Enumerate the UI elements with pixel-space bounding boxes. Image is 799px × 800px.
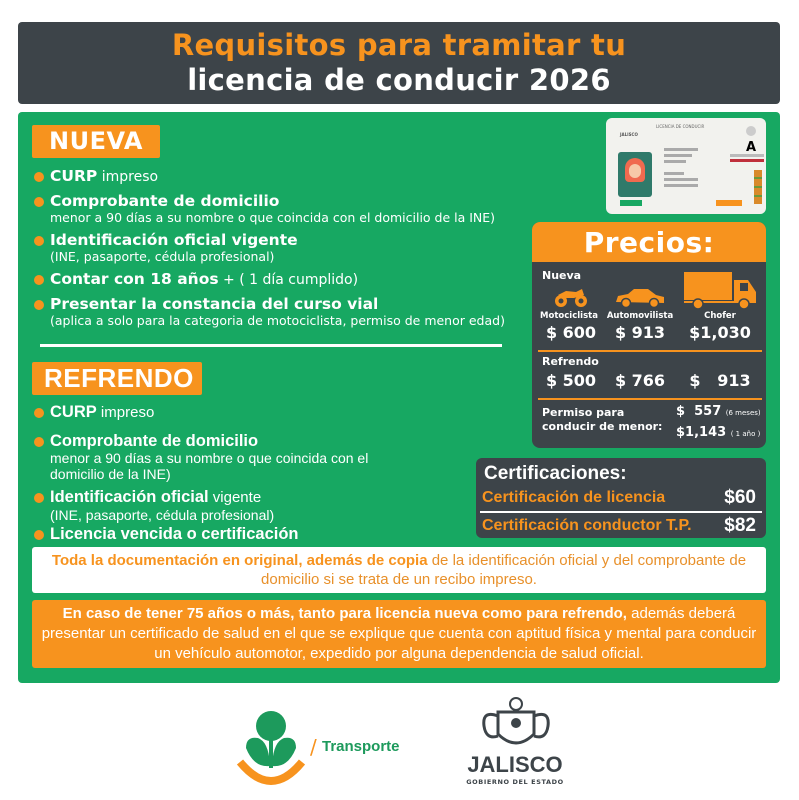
list-item: Identificación oficial vigente (INE, pasa… — [32, 488, 442, 523]
price-nueva: $1,030 — [689, 323, 751, 342]
car-icon — [616, 289, 664, 308]
bullet-icon — [34, 530, 44, 540]
list-item: Comprobante de domicilio menor a 90 días … — [32, 192, 532, 225]
list-item: Licencia vencida o certificación — [32, 525, 442, 543]
certifications-title: Certificaciones: — [484, 463, 627, 484]
photo-icon — [618, 152, 652, 197]
vehicle-label: Motociclista — [540, 311, 598, 321]
price-nueva: $ 600 — [545, 323, 597, 342]
price-refrendo: $ 766 — [614, 371, 666, 390]
bullet-icon — [34, 236, 44, 246]
permiso-1y: $1,143 ( 1 año ) — [676, 425, 761, 440]
card-brand: JALISCO — [620, 132, 638, 137]
divider — [40, 344, 502, 347]
permiso-6m: $ 557 (6 meses) — [676, 404, 761, 419]
bullet-icon — [34, 275, 44, 285]
price-nueva: $ 913 — [614, 323, 666, 342]
nueva-badge: NUEVA — [32, 125, 160, 158]
gobierno-label: GOBIERNO DEL ESTADO — [466, 778, 564, 786]
slash-divider: / — [310, 735, 317, 759]
prices-panel: Precios: Nueva Motociclista Automovilist… — [532, 222, 766, 448]
card-category: A — [746, 140, 757, 155]
title-line1: Requisitos para tramitar tu — [171, 28, 627, 62]
bullet-icon — [34, 408, 44, 418]
vehicle-label: Automovilista — [606, 311, 674, 321]
prices-title: Precios: — [532, 222, 766, 262]
notice-documents: Toda la documentación en original, ademá… — [32, 547, 766, 593]
refrendo-label: Refrendo — [542, 355, 599, 368]
certifications-panel: Certificaciones: Certificación de licenc… — [476, 458, 766, 538]
jalisco-label: JALISCO — [467, 752, 563, 777]
title-line2: licencia de conducir 2026 — [187, 63, 611, 97]
list-item: Comprobante de domicilio menor a 90 días … — [32, 432, 442, 482]
price-refrendo: $ 500 — [545, 371, 597, 390]
motorcycle-icon — [555, 289, 587, 307]
nueva-label: Nueva — [542, 269, 582, 282]
divider — [538, 350, 762, 352]
list-item: Identificación oficial vigente (INE, pasa… — [32, 231, 532, 264]
refrendo-badge: REFRENDO — [32, 362, 202, 395]
bullet-icon — [34, 197, 44, 207]
list-item: Presentar la constancia del curso vial (a… — [32, 295, 532, 328]
divider — [538, 398, 762, 400]
bullet-icon — [34, 172, 44, 182]
truck-icon — [684, 272, 756, 310]
card-header: LICENCIA DE CONDUCIR — [656, 124, 705, 129]
list-item: CURP impreso — [32, 167, 532, 186]
certification-row: Certificación de licencia $60 — [482, 487, 756, 508]
bullet-icon — [34, 437, 44, 447]
list-item: Contar con 18 años + ( 1 día cumplido) — [32, 270, 532, 289]
nueva-list: CURP impreso Comprobante de domicilio men… — [32, 167, 532, 334]
notice-seniors: En caso de tener 75 años o más, tanto pa… — [32, 600, 766, 668]
price-refrendo: $ 913 — [689, 371, 751, 390]
transporte-logo-icon — [236, 711, 306, 785]
license-card-illustration: LICENCIA DE CONDUCIR JALISCO A — [606, 118, 766, 214]
title-banner: Requisitos para tramitar tu licencia de … — [18, 22, 780, 104]
vehicle-label: Chofer — [704, 311, 736, 321]
bullet-icon — [34, 300, 44, 310]
transporte-label: Transporte — [322, 738, 400, 755]
permiso-label: Permiso para conducir de menor: — [542, 406, 663, 433]
jalisco-coat-of-arms-icon — [482, 697, 550, 745]
list-item: CURP impreso — [32, 403, 442, 422]
refrendo-list: CURP impreso Comprobante de domicilio men… — [32, 403, 442, 549]
certification-row: Certificación conductor T.P. $82 — [482, 515, 756, 536]
bullet-icon — [34, 493, 44, 503]
